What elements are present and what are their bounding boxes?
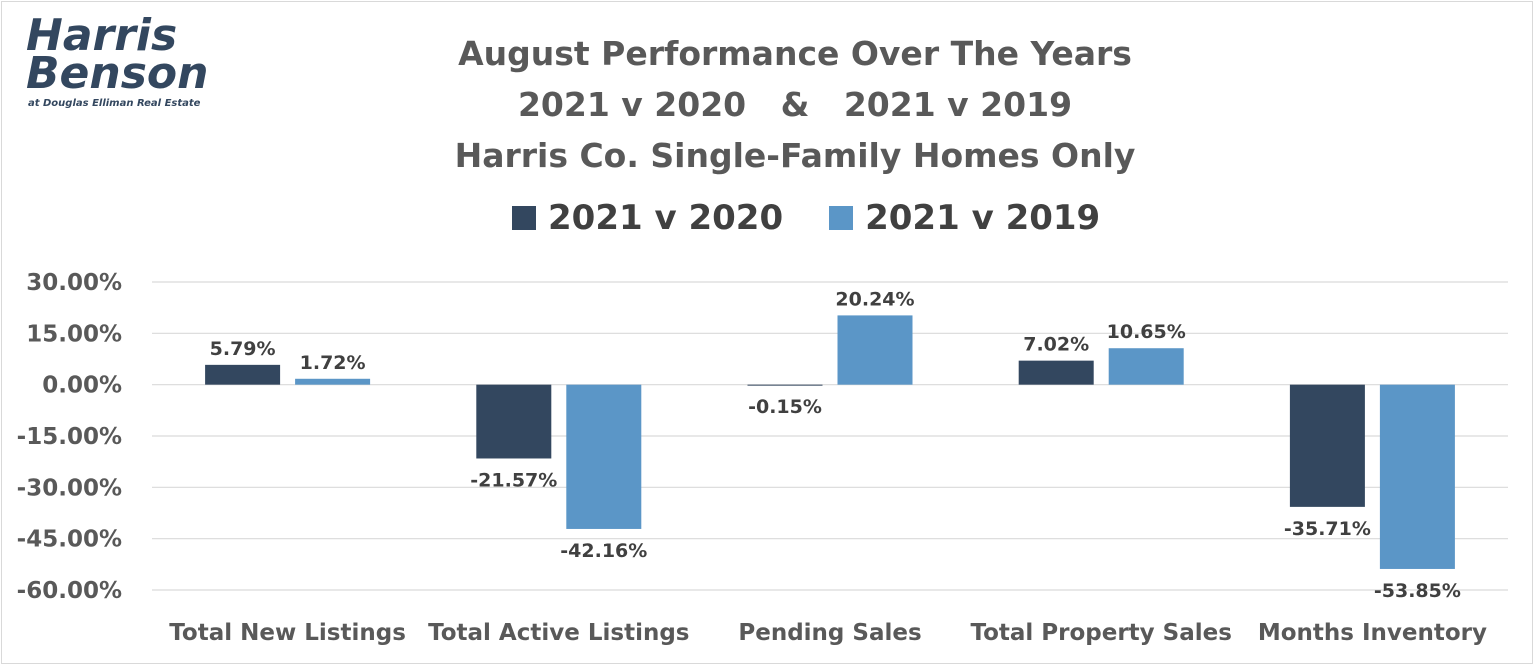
data-label-months-inventory-2021-v-2020: -35.71% (1284, 518, 1371, 540)
y-tick-label: -15.00% (17, 424, 122, 450)
bar-pending-sales-2021-v-2020 (747, 384, 823, 386)
y-tick-label: -60.00% (17, 578, 122, 604)
data-label-months-inventory-2021-v-2019: -53.85% (1374, 580, 1461, 602)
legend-swatch-2021-v-2019 (829, 206, 854, 230)
bar-total-property-sales-2021-v-2020 (1018, 360, 1094, 385)
bar-total-property-sales-2021-v-2019 (1108, 348, 1184, 385)
bar-pending-sales-2021-v-2019 (837, 315, 913, 385)
bar-total-new-listings-2021-v-2020 (205, 364, 281, 385)
logo-word-benson: Benson (26, 48, 209, 99)
legend-label-2021-v-2019: 2021 v 2019 (865, 198, 1101, 238)
chart-title-line-1: August Performance Over The Years (458, 34, 1132, 73)
category-label-total-property-sales: Total Property Sales (970, 620, 1232, 646)
legend-swatch-2021-v-2020 (512, 206, 536, 230)
bar-total-active-listings-2021-v-2019 (566, 384, 642, 529)
chart-title-line-3: Harris Co. Single-Family Homes Only (454, 136, 1136, 175)
data-label-total-new-listings-2021-v-2019: 1.72% (300, 352, 366, 374)
bar-total-active-listings-2021-v-2020 (476, 384, 552, 459)
y-tick-label: 15.00% (26, 321, 122, 347)
legend-item-2021-v-2020: 2021 v 2020 (512, 198, 783, 238)
legend-item-2021-v-2019: 2021 v 2019 (829, 198, 1100, 238)
legend-label-2021-v-2020: 2021 v 2020 (548, 198, 784, 238)
logo-word-harris: Harris (26, 10, 178, 61)
data-label-total-active-listings-2021-v-2020: -21.57% (470, 469, 557, 491)
logo-tagline: at Douglas Elliman Real Estate (28, 98, 201, 109)
data-label-pending-sales-2021-v-2020: -0.15% (748, 396, 822, 418)
category-label-total-active-listings: Total Active Listings (428, 620, 689, 646)
data-label-pending-sales-2021-v-2019: 20.24% (835, 288, 914, 310)
y-tick-label: -30.00% (17, 475, 122, 501)
bar-months-inventory-2021-v-2019 (1379, 384, 1455, 569)
bar-total-new-listings-2021-v-2019 (295, 378, 371, 385)
chart-title: August Performance Over The Years 2021 v… (300, 28, 1290, 181)
y-tick-label: 0.00% (42, 373, 122, 399)
data-label-total-property-sales-2021-v-2020: 7.02% (1023, 334, 1089, 356)
category-label-months-inventory: Months Inventory (1258, 620, 1487, 646)
category-label-total-new-listings: Total New Listings (169, 620, 406, 646)
data-label-total-active-listings-2021-v-2019: -42.16% (560, 540, 647, 562)
category-label-pending-sales: Pending Sales (738, 620, 921, 646)
data-label-total-new-listings-2021-v-2020: 5.79% (210, 338, 276, 360)
chart-title-line-2: 2021 v 2020 & 2021 v 2019 (517, 85, 1073, 124)
chart-legend: 2021 v 2020 2021 v 2019 (512, 196, 1146, 240)
y-tick-label: -45.00% (17, 527, 122, 553)
y-tick-label: 30.00% (26, 270, 122, 296)
bar-months-inventory-2021-v-2020 (1289, 384, 1365, 507)
harris-benson-logo: Harris Benson at Douglas Elliman Real Es… (22, 14, 222, 114)
data-label-total-property-sales-2021-v-2019: 10.65% (1107, 321, 1186, 343)
